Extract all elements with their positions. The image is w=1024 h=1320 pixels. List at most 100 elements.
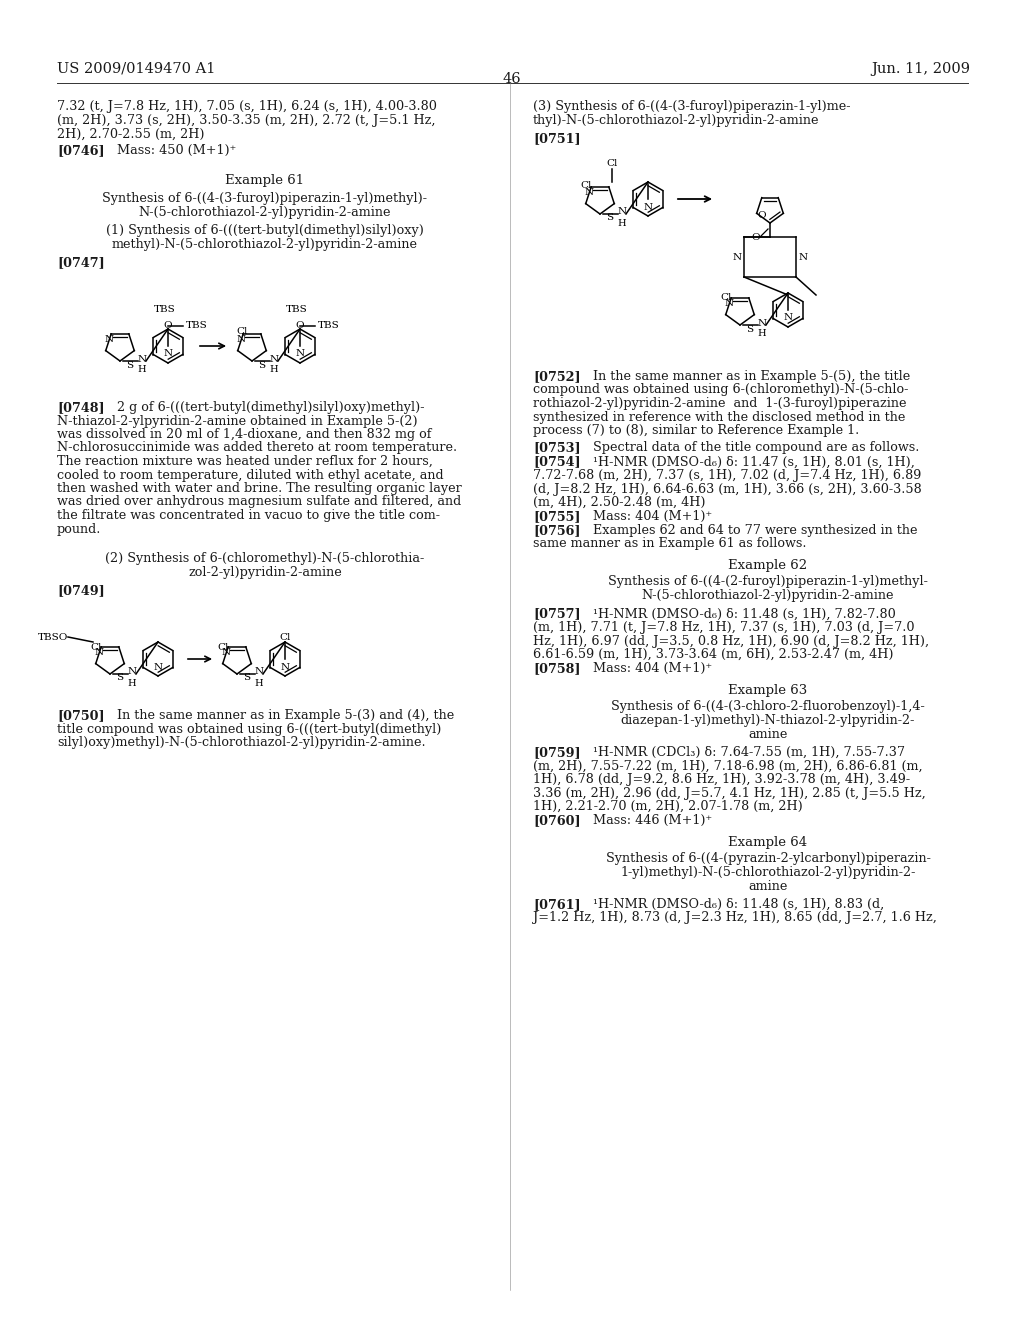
Text: H: H xyxy=(128,678,136,688)
Text: Example 63: Example 63 xyxy=(728,684,808,697)
Text: N: N xyxy=(94,648,103,657)
Text: TBS: TBS xyxy=(318,322,340,330)
Text: same manner as in Example 61 as follows.: same manner as in Example 61 as follows. xyxy=(534,537,807,550)
Text: N: N xyxy=(643,202,652,211)
Text: N: N xyxy=(154,663,163,672)
Text: N: N xyxy=(732,252,741,261)
Text: TBSO: TBSO xyxy=(38,632,68,642)
Text: process (7) to (8), similar to Reference Example 1.: process (7) to (8), similar to Reference… xyxy=(534,424,859,437)
Text: N: N xyxy=(758,318,767,327)
Text: US 2009/0149470 A1: US 2009/0149470 A1 xyxy=(57,62,215,77)
Text: N-(5-chlorothiazol-2-yl)pyridin-2-amine: N-(5-chlorothiazol-2-yl)pyridin-2-amine xyxy=(642,590,894,602)
Text: [0751]: [0751] xyxy=(534,132,581,145)
Text: [0755]: [0755] xyxy=(534,510,581,523)
Text: then washed with water and brine. The resulting organic layer: then washed with water and brine. The re… xyxy=(57,482,462,495)
Text: was dried over anhydrous magnesium sulfate and filtered, and: was dried over anhydrous magnesium sulfa… xyxy=(57,495,461,508)
Text: (m, 2H), 7.55-7.22 (m, 1H), 7.18-6.98 (m, 2H), 6.86-6.81 (m,: (m, 2H), 7.55-7.22 (m, 1H), 7.18-6.98 (m… xyxy=(534,759,923,772)
Text: N: N xyxy=(296,350,304,359)
Text: [0761]: [0761] xyxy=(534,898,581,911)
Text: Example 64: Example 64 xyxy=(728,836,808,849)
Text: (1) Synthesis of 6-(((tert-butyl(dimethyl)silyl)oxy): (1) Synthesis of 6-(((tert-butyl(dimethy… xyxy=(106,224,424,238)
Text: [0746]: [0746] xyxy=(57,144,104,157)
Text: N: N xyxy=(164,350,173,359)
Text: (2) Synthesis of 6-(chloromethyl)-N-(5-chlorothia-: (2) Synthesis of 6-(chloromethyl)-N-(5-c… xyxy=(105,552,425,565)
Text: 46: 46 xyxy=(503,73,521,86)
Text: amine: amine xyxy=(749,729,787,741)
Text: (d, J=8.2 Hz, 1H), 6.64-6.63 (m, 1H), 3.66 (s, 2H), 3.60-3.58: (d, J=8.2 Hz, 1H), 6.64-6.63 (m, 1H), 3.… xyxy=(534,483,922,495)
Text: The reaction mixture was heated under reflux for 2 hours,: The reaction mixture was heated under re… xyxy=(57,455,433,469)
Text: TBS: TBS xyxy=(186,322,208,330)
Text: was dissolved in 20 ml of 1,4-dioxane, and then 832 mg of: was dissolved in 20 ml of 1,4-dioxane, a… xyxy=(57,428,431,441)
Text: (3) Synthesis of 6-((4-(3-furoyl)piperazin-1-yl)me-: (3) Synthesis of 6-((4-(3-furoyl)piperaz… xyxy=(534,100,851,114)
Text: O: O xyxy=(296,322,304,330)
Text: (m, 4H), 2.50-2.48 (m, 4H): (m, 4H), 2.50-2.48 (m, 4H) xyxy=(534,496,706,510)
Text: TBS: TBS xyxy=(155,305,176,314)
Text: N: N xyxy=(104,335,114,345)
Text: [0756]: [0756] xyxy=(534,524,581,537)
Text: [0758]: [0758] xyxy=(534,663,581,675)
Text: [0752]: [0752] xyxy=(534,370,581,383)
Text: 1-yl)methyl)-N-(5-chlorothiazol-2-yl)pyridin-2-: 1-yl)methyl)-N-(5-chlorothiazol-2-yl)pyr… xyxy=(621,866,915,879)
Text: N: N xyxy=(799,252,808,261)
Text: Example 62: Example 62 xyxy=(728,560,808,573)
Text: In the same manner as in Example 5-(3) and (4), the: In the same manner as in Example 5-(3) a… xyxy=(117,709,455,722)
Text: N: N xyxy=(725,300,734,309)
Text: H: H xyxy=(137,366,146,375)
Text: [0757]: [0757] xyxy=(534,607,581,620)
Text: S: S xyxy=(244,673,251,682)
Text: N: N xyxy=(617,207,627,216)
Text: [0760]: [0760] xyxy=(534,814,581,828)
Text: Cl: Cl xyxy=(581,181,592,190)
Text: Cl: Cl xyxy=(720,293,732,301)
Text: Cl: Cl xyxy=(237,327,248,337)
Text: rothiazol-2-yl)pyridin-2-amine  and  1-(3-furoyl)piperazine: rothiazol-2-yl)pyridin-2-amine and 1-(3-… xyxy=(534,397,906,411)
Text: S: S xyxy=(117,673,124,682)
Text: Hz, 1H), 6.97 (dd, J=3.5, 0.8 Hz, 1H), 6.90 (d, J=8.2 Hz, 1H),: Hz, 1H), 6.97 (dd, J=3.5, 0.8 Hz, 1H), 6… xyxy=(534,635,929,648)
Text: N: N xyxy=(137,355,146,363)
Text: N-thiazol-2-ylpyridin-2-amine obtained in Example 5-(2): N-thiazol-2-ylpyridin-2-amine obtained i… xyxy=(57,414,418,428)
Text: N: N xyxy=(221,648,230,657)
Text: amine: amine xyxy=(749,880,787,894)
Text: S: S xyxy=(746,325,754,334)
Text: 1H), 2.21-2.70 (m, 2H), 2.07-1.78 (m, 2H): 1H), 2.21-2.70 (m, 2H), 2.07-1.78 (m, 2H… xyxy=(534,800,803,813)
Text: Mass: 404 (M+1)⁺: Mass: 404 (M+1)⁺ xyxy=(593,663,712,675)
Text: Cl: Cl xyxy=(606,160,617,169)
Text: O: O xyxy=(752,232,760,242)
Text: TBS: TBS xyxy=(150,314,171,322)
Text: silyl)oxy)methyl)-N-(5-chlorothiazol-2-yl)pyridin-2-amine.: silyl)oxy)methyl)-N-(5-chlorothiazol-2-y… xyxy=(57,737,426,748)
Text: Spectral data of the title compound are as follows.: Spectral data of the title compound are … xyxy=(593,441,920,454)
Text: Synthesis of 6-((4-(3-chloro-2-fluorobenzoyl)-1,4-: Synthesis of 6-((4-(3-chloro-2-fluoroben… xyxy=(611,700,925,713)
Text: [0748]: [0748] xyxy=(57,401,104,414)
Text: Cl: Cl xyxy=(217,643,228,652)
Text: TBS: TBS xyxy=(286,305,308,314)
Text: [0749]: [0749] xyxy=(57,583,104,597)
Text: Cl: Cl xyxy=(90,643,101,652)
Text: ¹H-NMR (DMSO-d₆) δ: 11.48 (s, 1H), 7.82-7.80: ¹H-NMR (DMSO-d₆) δ: 11.48 (s, 1H), 7.82-… xyxy=(593,607,896,620)
Text: Example 61: Example 61 xyxy=(225,174,304,187)
Text: thyl)-N-(5-chlorothiazol-2-yl)pyridin-2-amine: thyl)-N-(5-chlorothiazol-2-yl)pyridin-2-… xyxy=(534,114,819,127)
Text: H: H xyxy=(269,366,279,375)
Text: 7.72-7.68 (m, 2H), 7.37 (s, 1H), 7.02 (d, J=7.4 Hz, 1H), 6.89: 7.72-7.68 (m, 2H), 7.37 (s, 1H), 7.02 (d… xyxy=(534,469,922,482)
Text: 2 g of 6-(((tert-butyl(dimethyl)silyl)oxy)methyl)-: 2 g of 6-(((tert-butyl(dimethyl)silyl)ox… xyxy=(117,401,425,414)
Text: N-(5-chlorothiazol-2-yl)pyridin-2-amine: N-(5-chlorothiazol-2-yl)pyridin-2-amine xyxy=(138,206,391,219)
Text: 6.61-6.59 (m, 1H), 3.73-3.64 (m, 6H), 2.53-2.47 (m, 4H): 6.61-6.59 (m, 1H), 3.73-3.64 (m, 6H), 2.… xyxy=(534,648,894,661)
Text: [0759]: [0759] xyxy=(534,746,581,759)
Text: 1H), 6.78 (dd, J=9.2, 8.6 Hz, 1H), 3.92-3.78 (m, 4H), 3.49-: 1H), 6.78 (dd, J=9.2, 8.6 Hz, 1H), 3.92-… xyxy=(534,774,910,785)
Text: compound was obtained using 6-(chloromethyl)-N-(5-chlo-: compound was obtained using 6-(chloromet… xyxy=(534,384,908,396)
Text: 7.32 (t, J=7.8 Hz, 1H), 7.05 (s, 1H), 6.24 (s, 1H), 4.00-3.80: 7.32 (t, J=7.8 Hz, 1H), 7.05 (s, 1H), 6.… xyxy=(57,100,437,114)
Text: pound.: pound. xyxy=(57,523,101,536)
Text: 2H), 2.70-2.55 (m, 2H): 2H), 2.70-2.55 (m, 2H) xyxy=(57,128,205,141)
Text: Synthesis of 6-((4-(3-furoyl)piperazin-1-yl)methyl)-: Synthesis of 6-((4-(3-furoyl)piperazin-1… xyxy=(102,191,427,205)
Text: S: S xyxy=(126,360,133,370)
Text: ¹H-NMR (CDCl₃) δ: 7.64-7.55 (m, 1H), 7.55-7.37: ¹H-NMR (CDCl₃) δ: 7.64-7.55 (m, 1H), 7.5… xyxy=(593,746,905,759)
Text: ¹H-NMR (DMSO-d₆) δ: 11.48 (s, 1H), 8.83 (d,: ¹H-NMR (DMSO-d₆) δ: 11.48 (s, 1H), 8.83 … xyxy=(593,898,885,911)
Text: Mass: 446 (M+1)⁺: Mass: 446 (M+1)⁺ xyxy=(593,814,712,828)
Text: (m, 2H), 3.73 (s, 2H), 3.50-3.35 (m, 2H), 2.72 (t, J=5.1 Hz,: (m, 2H), 3.73 (s, 2H), 3.50-3.35 (m, 2H)… xyxy=(57,114,435,127)
Text: N-chlorosuccinimide was added thereto at room temperature.: N-chlorosuccinimide was added thereto at… xyxy=(57,441,457,454)
Text: Synthesis of 6-((4-(pyrazin-2-ylcarbonyl)piperazin-: Synthesis of 6-((4-(pyrazin-2-ylcarbonyl… xyxy=(605,851,931,865)
Text: [0753]: [0753] xyxy=(534,441,581,454)
Text: ¹H-NMR (DMSO-d₆) δ: 11.47 (s, 1H), 8.01 (s, 1H),: ¹H-NMR (DMSO-d₆) δ: 11.47 (s, 1H), 8.01 … xyxy=(593,455,914,469)
Text: (m, 1H), 7.71 (t, J=7.8 Hz, 1H), 7.37 (s, 1H), 7.03 (d, J=7.0: (m, 1H), 7.71 (t, J=7.8 Hz, 1H), 7.37 (s… xyxy=(534,620,914,634)
Text: In the same manner as in Example 5-(5), the title: In the same manner as in Example 5-(5), … xyxy=(593,370,910,383)
Text: [0747]: [0747] xyxy=(57,256,104,269)
